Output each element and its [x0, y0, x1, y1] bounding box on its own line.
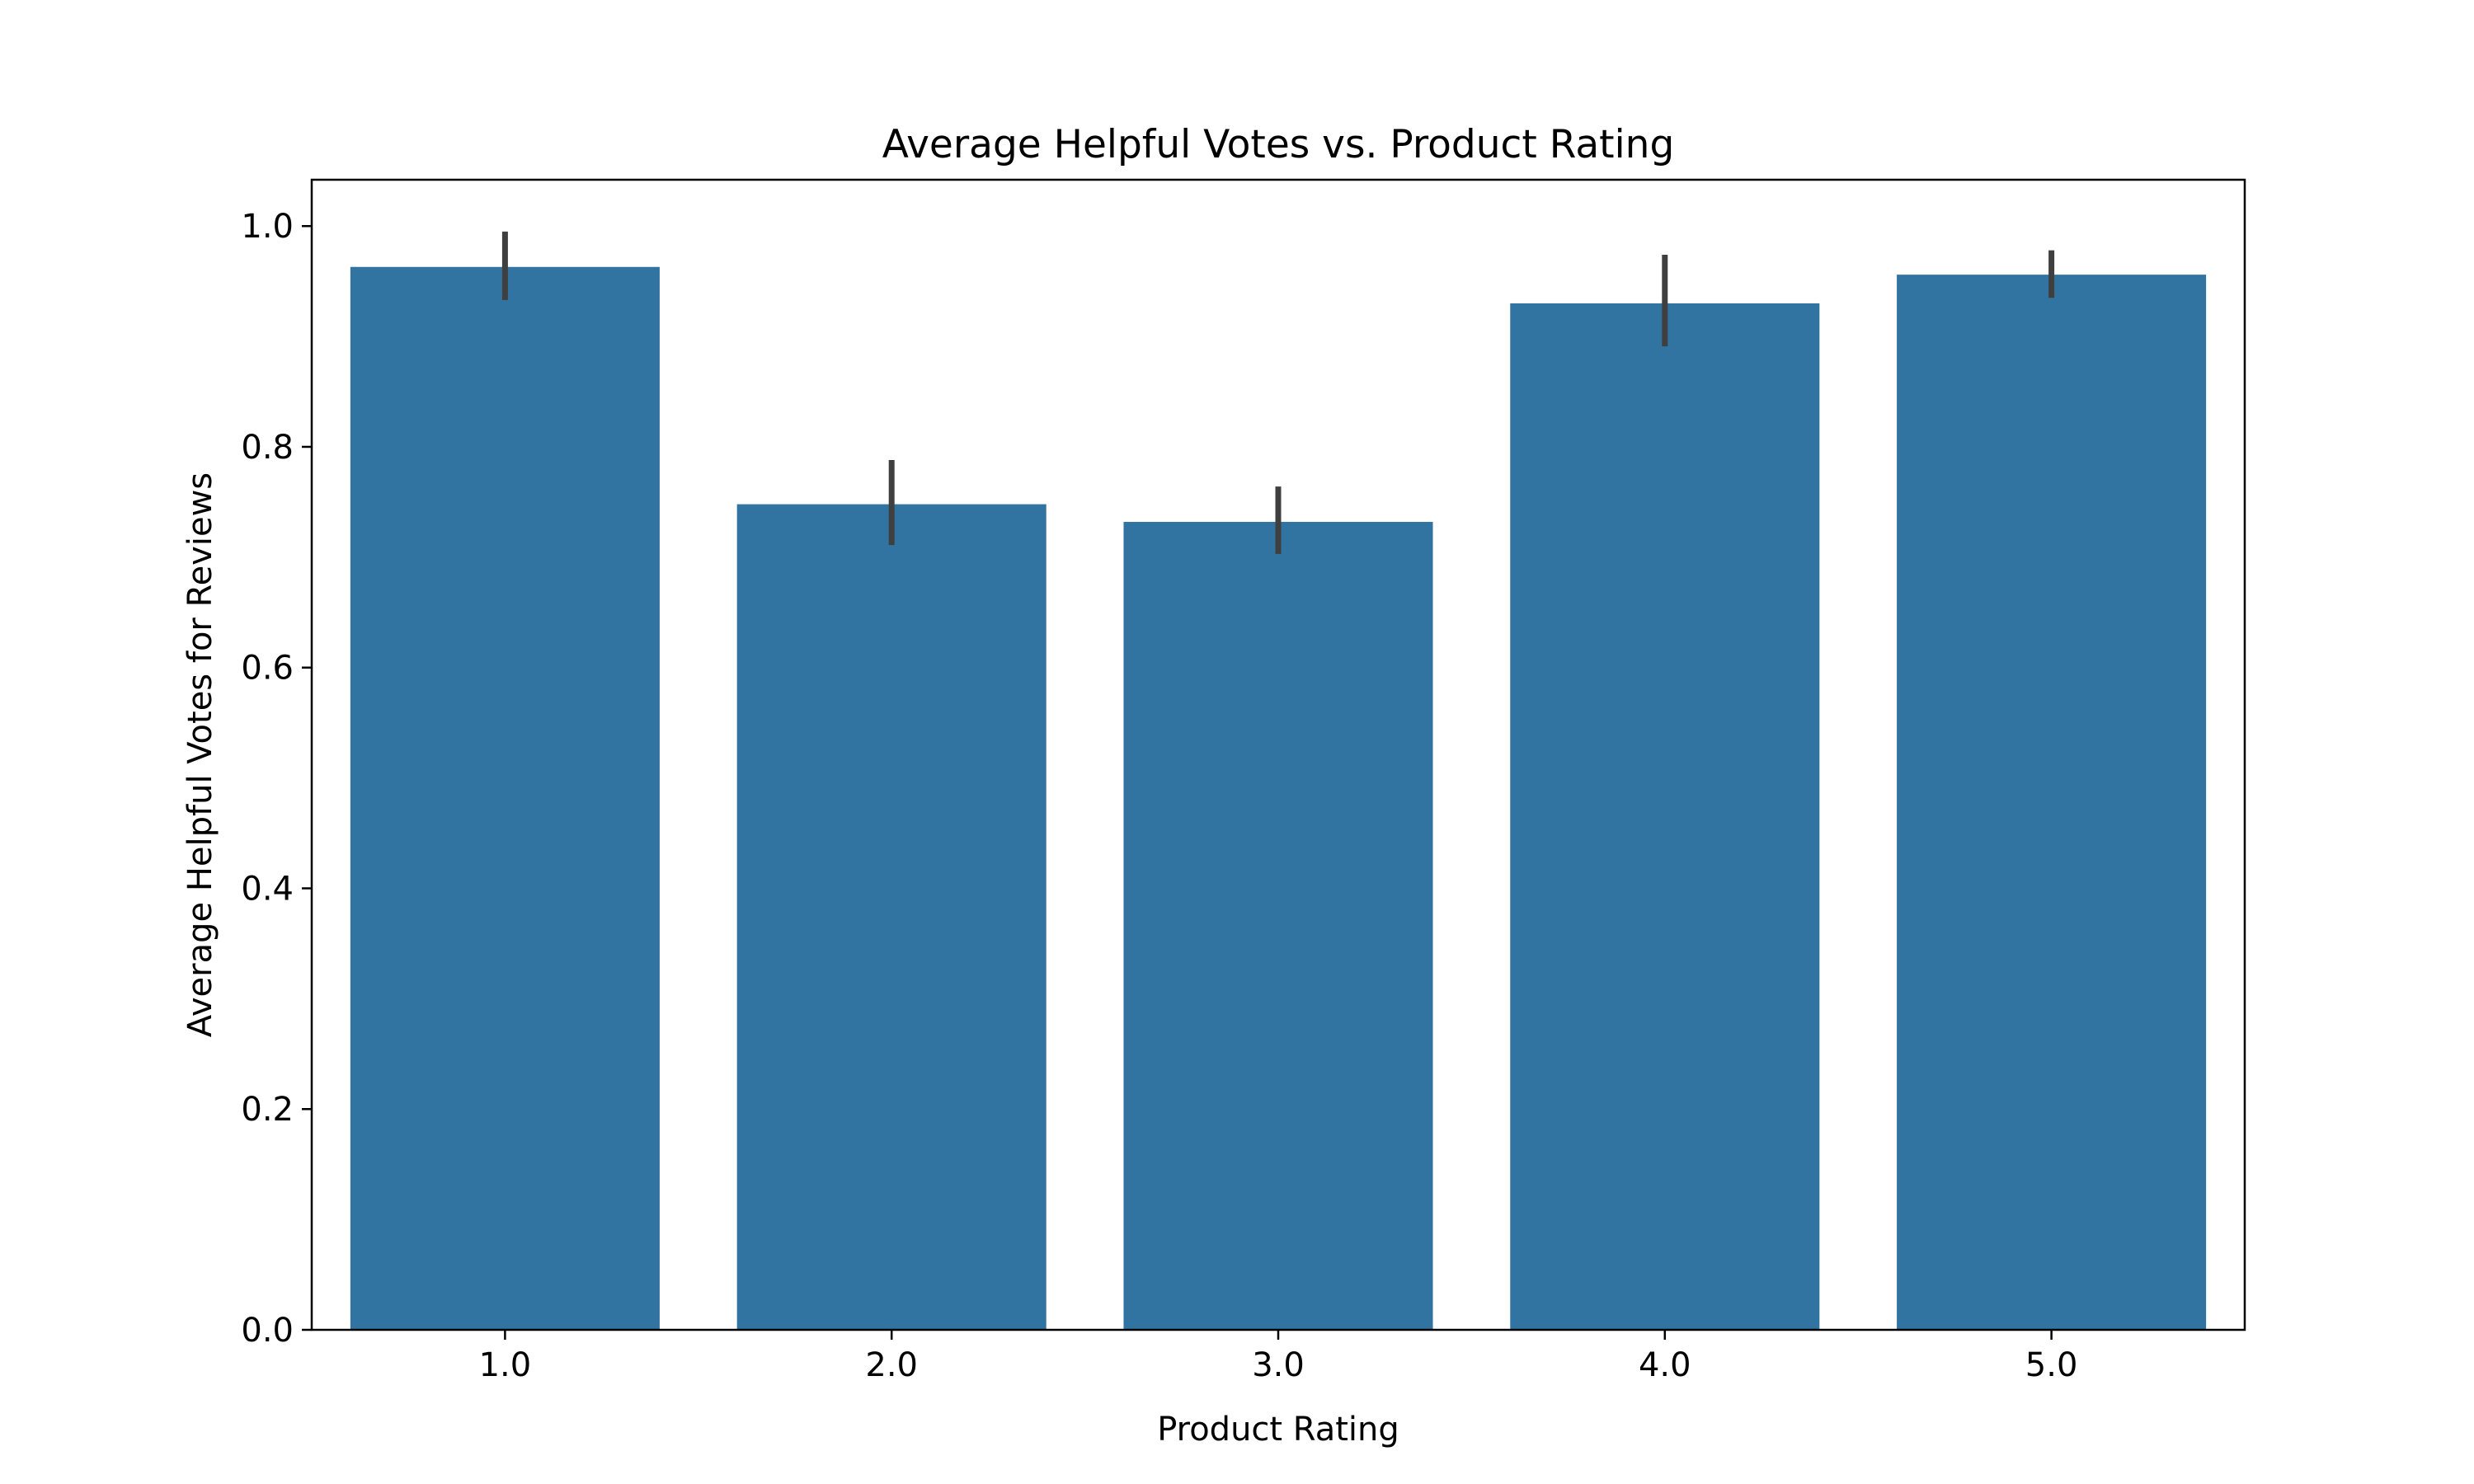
x-axis-ticks: 1.0 2.0 3.0 4.0 5.0 [479, 1330, 2078, 1384]
x-tick-label: 5.0 [2025, 1346, 2078, 1384]
x-tick-label: 4.0 [1639, 1346, 1691, 1384]
y-tick-label: 0.4 [241, 870, 294, 908]
bar [1123, 522, 1433, 1330]
x-axis-label: Product Rating [1157, 1411, 1399, 1449]
bar [1897, 275, 2207, 1330]
bar [736, 504, 1047, 1330]
y-tick-label: 0.2 [241, 1091, 294, 1129]
y-tick-label: 0.6 [241, 650, 294, 688]
y-tick-label: 0.0 [241, 1312, 294, 1350]
bars-layer [350, 266, 2207, 1331]
error-bars-layer [501, 231, 2055, 554]
y-tick-label: 1.0 [241, 208, 294, 246]
y-tick-label: 0.8 [241, 429, 294, 467]
x-tick-label: 3.0 [1252, 1346, 1305, 1384]
bar [350, 266, 660, 1331]
chart-title: Average Helpful Votes vs. Product Rating [882, 122, 1675, 167]
x-tick-label: 1.0 [479, 1346, 532, 1384]
y-axis-ticks: 0.0 0.2 0.4 0.6 0.8 1.0 [241, 208, 312, 1350]
x-tick-label: 2.0 [865, 1346, 918, 1384]
bar [1510, 303, 1820, 1331]
y-axis-label: Average Helpful Votes for Reviews [181, 472, 219, 1037]
